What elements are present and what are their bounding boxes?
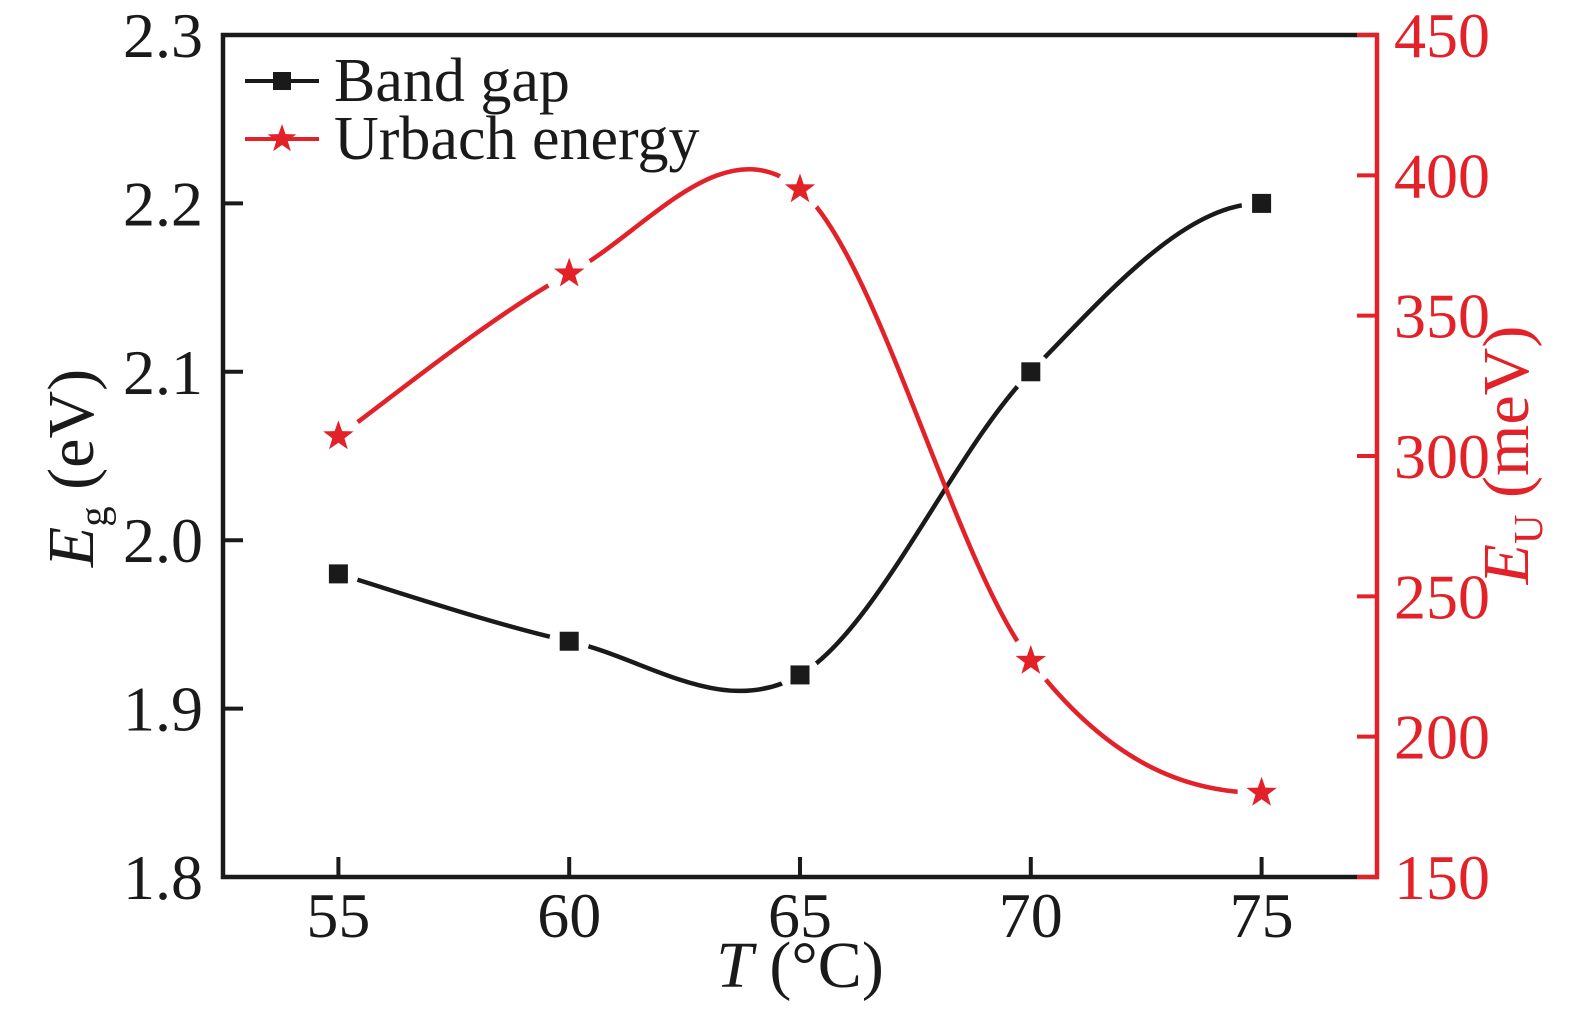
left-axis-tick-label: 1.8 — [123, 842, 203, 913]
legend-label-urbach-energy: Urbach energy — [334, 105, 700, 173]
left-axis-label: Eg (eV) — [35, 369, 116, 567]
urbach-energy-point-marker — [1015, 644, 1047, 674]
right-axis-tick-label: 200 — [1394, 702, 1490, 773]
right-axis-unit: (meV) — [1470, 325, 1543, 515]
star-marker-icon — [245, 124, 319, 152]
left-axis-tick-label: 2.0 — [123, 505, 203, 576]
left-axis-tick-label: 2.2 — [123, 168, 203, 239]
legend-label-band-gap: Band gap — [334, 47, 570, 115]
star-marker-icon — [267, 124, 297, 152]
right-axis-subscript: U — [1506, 514, 1552, 544]
right-axis-tick-label: 400 — [1394, 140, 1490, 211]
x-axis-unit: (°C) — [752, 929, 884, 1002]
urbach-energy-point-marker — [784, 173, 816, 203]
left-axis-subscript: g — [71, 506, 117, 527]
right-axis-tick-label: 250 — [1394, 561, 1490, 632]
right-axis-tick-label: 150 — [1394, 842, 1490, 913]
x-axis-tick-label: 70 — [999, 880, 1063, 951]
urbach-energy-curve — [337, 166, 1262, 796]
right-axis-symbol: E — [1470, 543, 1543, 585]
right-axis-tick-label: 350 — [1394, 281, 1490, 352]
legend: Band gap Urbach energy — [243, 47, 700, 173]
left-axis-tick-label: 2.1 — [123, 337, 203, 408]
x-axis-tick-label: 60 — [537, 880, 601, 951]
left-axis-symbol: E — [35, 526, 108, 568]
square-marker-icon — [273, 72, 291, 90]
x-axis-symbol: T — [716, 929, 753, 1002]
x-axis-tick-label: 55 — [306, 880, 370, 951]
band-gap-curve — [337, 201, 1262, 694]
x-axis-label: T (°C) — [716, 933, 884, 999]
band-gap-point-marker — [1252, 193, 1272, 213]
band-gap-point-marker — [559, 631, 579, 651]
urbach-energy-point-marker — [1246, 776, 1277, 806]
left-axis-tick-label: 2.3 — [123, 0, 203, 71]
band-gap-point-marker — [328, 564, 348, 584]
right-axis-label: EU (meV) — [1470, 326, 1551, 585]
x-axis-tick-label: 65 — [768, 880, 832, 951]
left-axis-tick-label: 1.9 — [123, 674, 203, 745]
right-axis-tick-label: 300 — [1394, 421, 1490, 492]
legend-item-band-gap: Band gap — [243, 47, 700, 115]
band-gap-point-marker — [790, 665, 810, 685]
urbach-energy-point-marker — [553, 257, 585, 287]
legend-item-urbach-energy: Urbach energy — [243, 105, 700, 173]
urbach-energy-point-marker — [323, 420, 354, 450]
x-axis-tick-label: 75 — [1230, 880, 1294, 951]
band-gap-swatch-icon — [245, 72, 319, 90]
left-axis-unit: (eV) — [35, 368, 108, 507]
band-gap-point-marker — [1021, 362, 1041, 382]
right-axis-tick-label: 450 — [1394, 0, 1490, 71]
